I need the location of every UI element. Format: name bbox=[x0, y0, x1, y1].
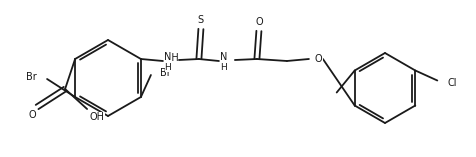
Text: H: H bbox=[220, 62, 227, 71]
Text: S: S bbox=[198, 15, 204, 25]
Text: O: O bbox=[28, 110, 36, 120]
Text: Br: Br bbox=[26, 72, 37, 82]
Text: OH: OH bbox=[89, 112, 105, 122]
Text: Br: Br bbox=[160, 68, 171, 78]
Text: O: O bbox=[255, 17, 263, 27]
Text: Cl: Cl bbox=[447, 78, 457, 87]
Text: O: O bbox=[315, 54, 323, 64]
Text: H: H bbox=[165, 62, 171, 71]
Text: N: N bbox=[164, 52, 171, 62]
Text: NH: NH bbox=[164, 53, 178, 63]
Text: N: N bbox=[220, 52, 228, 62]
